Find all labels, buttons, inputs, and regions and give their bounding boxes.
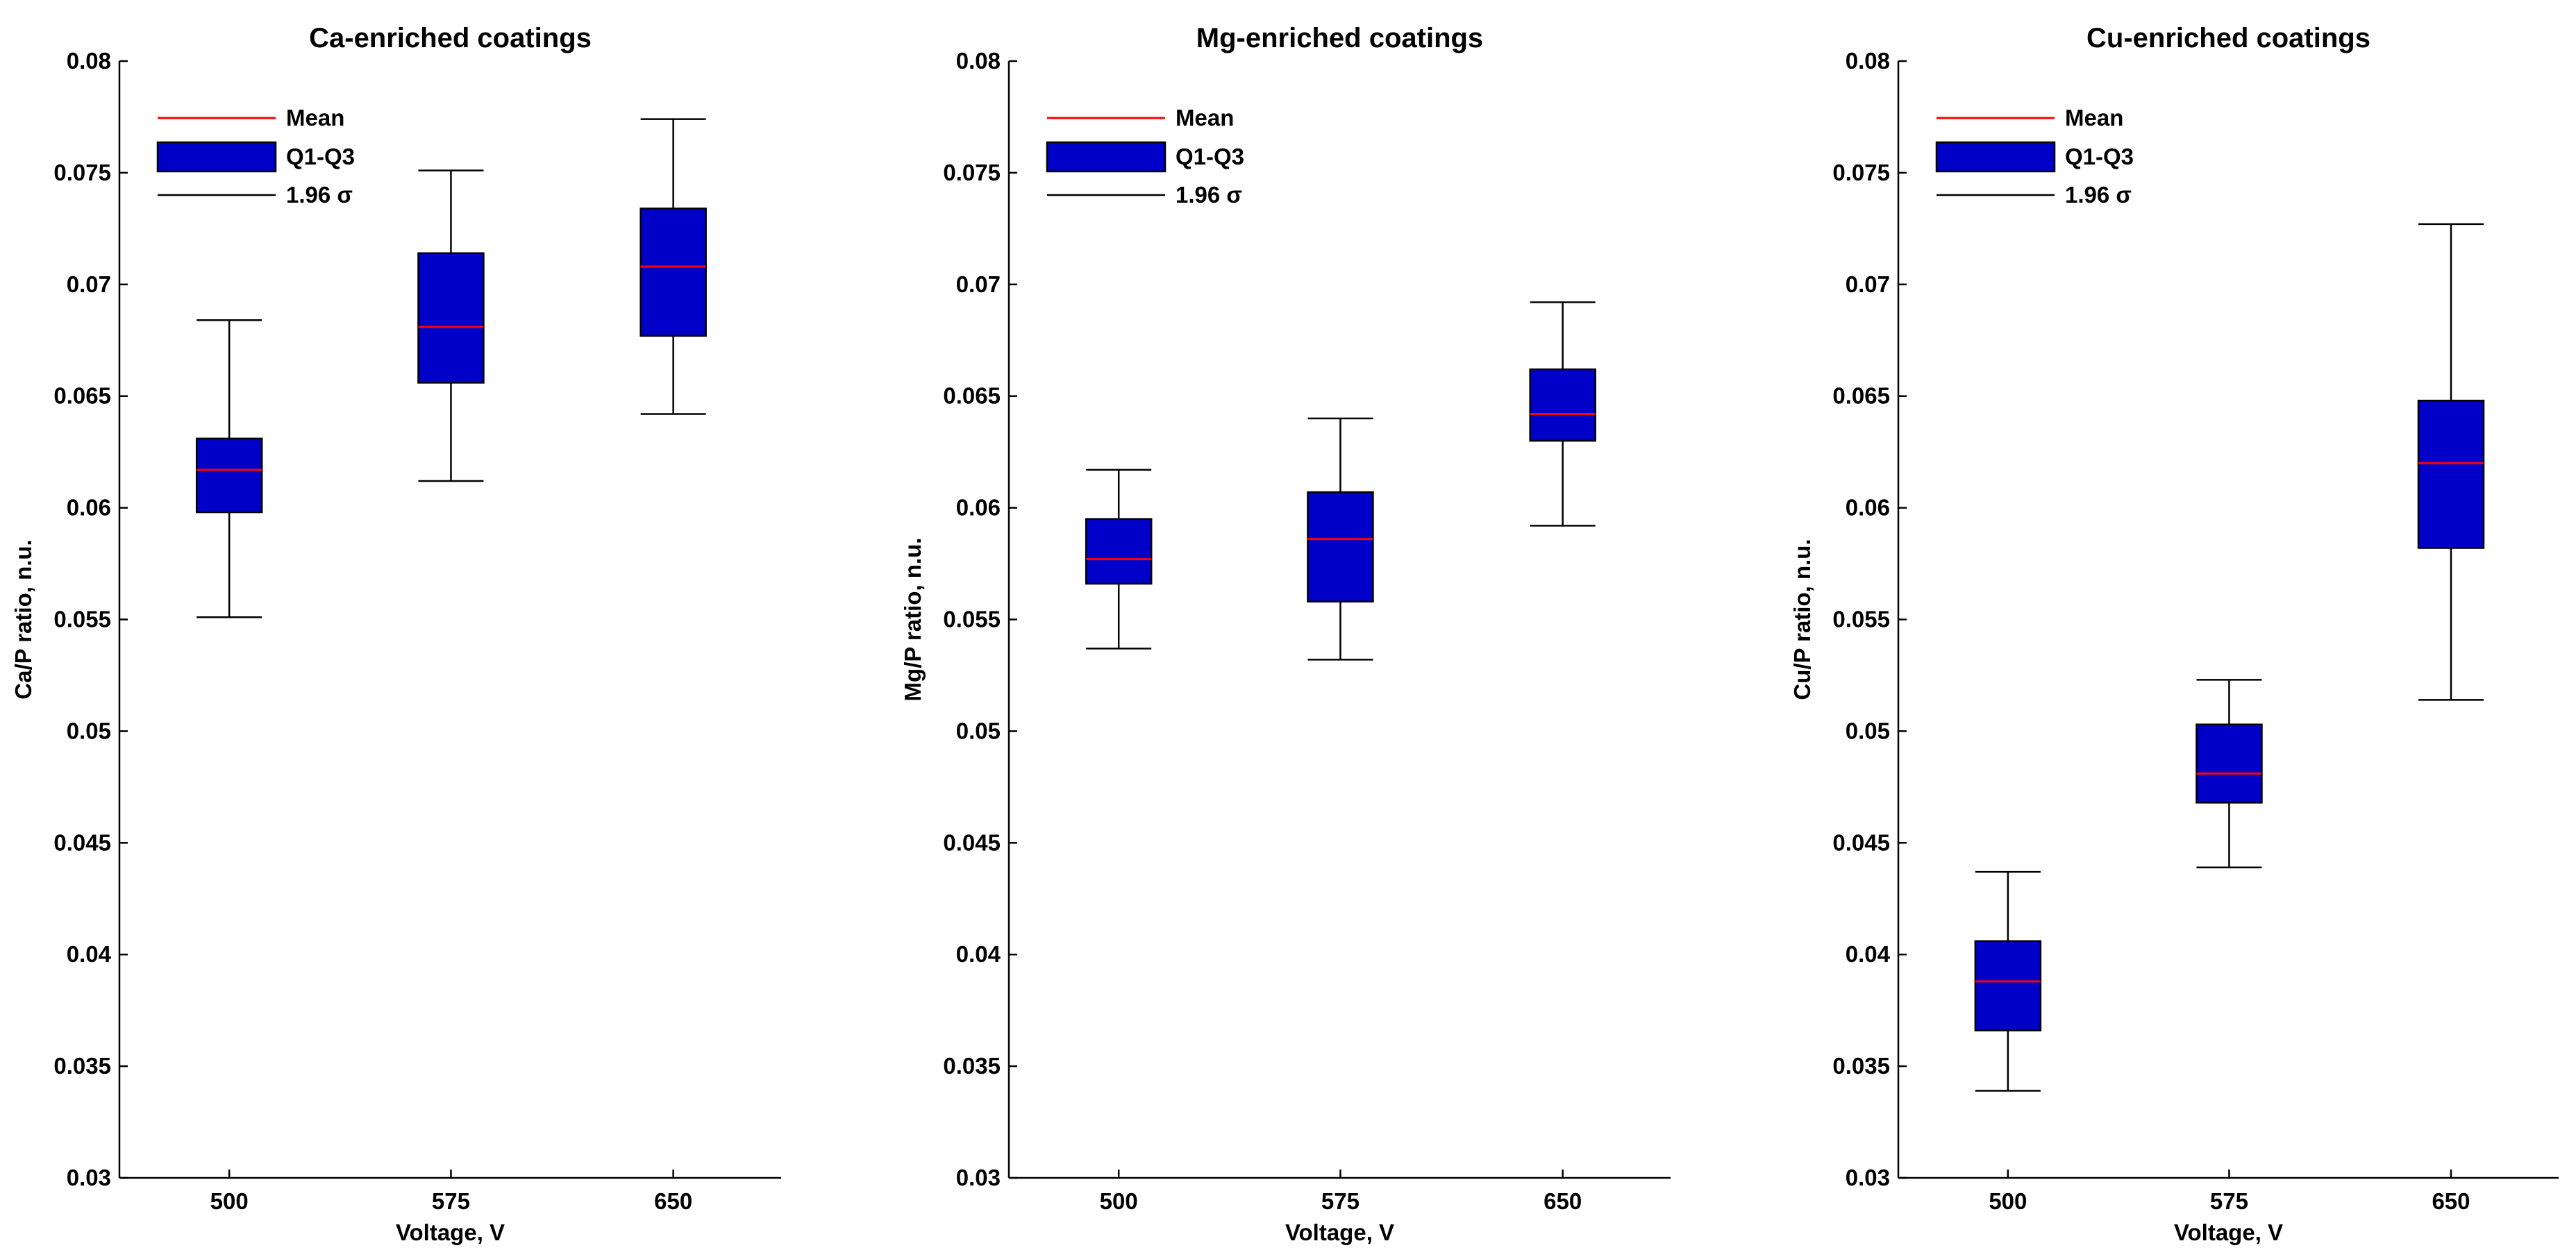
y-tick-label: 0.06 (956, 495, 1001, 521)
y-tick-label: 0.045 (943, 829, 1001, 855)
chart-panel-1: Ca-enriched coatings 0.03 0.035 0.04 0.045 0.… (10, 23, 781, 1245)
y-tick-label: 0.045 (53, 829, 111, 855)
y-tick-label: 0.07 (67, 271, 111, 297)
y-tick-label: 0.08 (1846, 48, 1890, 74)
y-tick-label: 0.075 (53, 160, 111, 185)
legend: Mean Q1-Q3 1.96 σ (1046, 105, 1244, 208)
y-tick-label: 0.06 (67, 495, 111, 521)
y-tick-label: 0.06 (1846, 495, 1890, 521)
box-500 (1974, 870, 2042, 1092)
legend-sigma-label: 1.96 σ (1176, 182, 1242, 208)
legend-mean-label: Mean (2065, 105, 2123, 130)
x-tick-label: 500 (1989, 1188, 2027, 1214)
box-650 (639, 118, 707, 415)
iqr-box (1974, 940, 2042, 1031)
chart-title: Cu-enriched coatings (2086, 23, 2370, 53)
x-tick-label: 650 (654, 1188, 692, 1214)
iqr-box (1529, 368, 1596, 442)
box-575 (1307, 417, 1374, 661)
legend-mean-label: Mean (1176, 105, 1234, 130)
y-tick-label: 0.065 (1832, 383, 1890, 409)
iqr-box (1307, 491, 1374, 603)
y-tick-label: 0.08 (956, 48, 1001, 74)
y-tick-label: 0.075 (943, 160, 1001, 185)
y-tick-label: 0.03 (67, 1165, 111, 1190)
chart-title: Mg-enriched coatings (1196, 23, 1483, 53)
x-axis-label: Voltage, V (396, 1220, 505, 1245)
x-tick-label: 650 (1544, 1188, 1582, 1214)
y-tick-label: 0.05 (1846, 718, 1890, 743)
y-tick-label: 0.045 (1832, 829, 1890, 855)
x-tick-label: 575 (432, 1188, 470, 1214)
y-tick-label: 0.035 (943, 1053, 1001, 1079)
legend-mean-label: Mean (286, 105, 344, 130)
x-tick-label: 575 (1321, 1188, 1360, 1214)
legend-sigma-label: 1.96 σ (286, 182, 353, 208)
legend-iqr-label: Q1-Q3 (2065, 144, 2134, 169)
y-axis-label: Cu/P ratio, n.u. (1789, 539, 1815, 700)
chart-panel-2: Mg-enriched coatings 0.03 0.035 0.04 0.045 0.… (900, 23, 1671, 1245)
legend-sigma-label: 1.96 σ (2065, 182, 2132, 208)
y-tick-label: 0.055 (53, 607, 111, 632)
y-tick-label: 0.055 (943, 607, 1001, 632)
iqr-box (417, 252, 485, 384)
x-axis-label: Voltage, V (2174, 1220, 2283, 1245)
chart-title: Ca-enriched coatings (309, 23, 592, 53)
legend: Mean Q1-Q3 1.96 σ (156, 105, 355, 208)
y-tick-label: 0.075 (1832, 160, 1890, 185)
legend-iqr-label: Q1-Q3 (1176, 144, 1244, 169)
y-tick-label: 0.03 (956, 1165, 1001, 1190)
x-axis-label: Voltage, V (1285, 1220, 1394, 1245)
y-tick-label: 0.07 (1846, 271, 1890, 297)
legend: Mean Q1-Q3 1.96 σ (1935, 105, 2134, 208)
chart-panel-3: Cu-enriched coatings 0.03 0.035 0.04 0.045 0.… (1789, 23, 2559, 1245)
y-tick-label: 0.04 (956, 941, 1001, 967)
box-500 (1085, 469, 1153, 650)
y-axis-label: Mg/P ratio, n.u. (900, 538, 926, 702)
iqr-box (2196, 723, 2263, 804)
y-tick-label: 0.065 (943, 383, 1001, 409)
y-axis-label: Ca/P ratio, n.u. (10, 539, 36, 699)
y-tick-label: 0.035 (53, 1053, 111, 1079)
legend-iqr-swatch (1046, 141, 1166, 173)
legend-iqr-swatch (156, 141, 277, 173)
iqr-box (1085, 518, 1153, 585)
iqr-box (195, 437, 263, 514)
y-tick-label: 0.05 (956, 718, 1001, 743)
x-tick-label: 500 (210, 1188, 249, 1214)
box-500 (195, 319, 263, 618)
x-tick-label: 650 (2432, 1188, 2470, 1214)
y-tick-label: 0.03 (1846, 1165, 1890, 1190)
iqr-box (2417, 399, 2485, 549)
y-tick-label: 0.04 (67, 941, 112, 967)
box-650 (1529, 301, 1596, 527)
y-tick-label: 0.08 (67, 48, 111, 74)
x-tick-label: 500 (1100, 1188, 1138, 1214)
box-575 (2196, 679, 2263, 868)
y-tick-label: 0.035 (1832, 1053, 1890, 1079)
y-tick-label: 0.07 (956, 271, 1001, 297)
y-tick-label: 0.05 (67, 718, 111, 743)
box-650 (2417, 223, 2485, 701)
legend-iqr-swatch (1935, 141, 2056, 173)
y-tick-label: 0.055 (1832, 607, 1890, 632)
y-tick-label: 0.04 (1846, 941, 1891, 967)
box-575 (417, 169, 485, 482)
x-tick-label: 575 (2210, 1188, 2248, 1214)
legend-iqr-label: Q1-Q3 (286, 144, 355, 169)
y-tick-label: 0.065 (53, 383, 111, 409)
iqr-box (639, 208, 707, 337)
